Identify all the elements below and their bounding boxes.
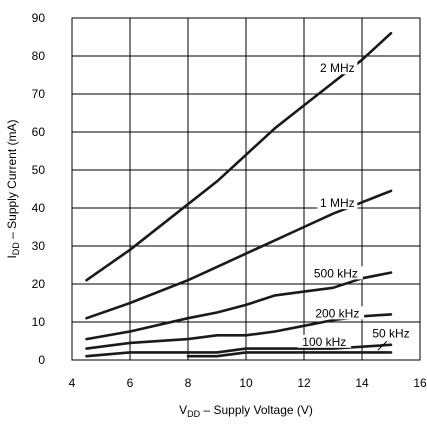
y-tick-label: 60 bbox=[32, 125, 46, 139]
series-line-500-khz bbox=[85, 271, 393, 341]
x-tick-label: 8 bbox=[185, 376, 192, 390]
y-tick-label: 80 bbox=[32, 49, 46, 63]
x-tick-label: 12 bbox=[297, 376, 311, 390]
label-leader-line bbox=[377, 341, 388, 351]
x-axis-title: VDD – Supply Voltage (V) bbox=[179, 403, 313, 419]
x-tick-label: 14 bbox=[355, 376, 369, 390]
y-tick-label: 0 bbox=[38, 353, 45, 367]
series-label-backing bbox=[317, 61, 358, 75]
x-tick-label: 10 bbox=[239, 376, 253, 390]
y-tick-label: 30 bbox=[32, 239, 46, 253]
tick-labels: 4 6 8 10 12 14 16 0 10 20 30 40 50 60 70 80 90 bbox=[32, 11, 427, 390]
x-tick-label: 4 bbox=[69, 376, 76, 390]
y-tick-label: 90 bbox=[32, 11, 46, 25]
series-label-1-mhz: 1 MHz bbox=[320, 196, 355, 210]
series-labels: 2 MHz 1 MHz 500 kHz 200 kHz 100 kHz 50 kHz bbox=[297, 61, 415, 351]
x-tick-label: 6 bbox=[127, 376, 134, 390]
series-line-50-khz bbox=[186, 351, 393, 358]
series-label-200-khz: 200 kHz bbox=[315, 306, 359, 320]
series-label-backing bbox=[367, 326, 415, 340]
series-label-backing bbox=[310, 306, 365, 320]
y-tick-label: 40 bbox=[32, 201, 46, 215]
series-label-100-khz: 100 kHz bbox=[302, 335, 346, 349]
series-label-backing bbox=[297, 334, 352, 348]
y-tick-label: 10 bbox=[32, 315, 46, 329]
y-tick-label: 20 bbox=[32, 277, 46, 291]
series-label-backing bbox=[309, 266, 363, 280]
series-label-backing bbox=[317, 196, 358, 210]
series-label-2-mhz: 2 MHz bbox=[320, 61, 355, 75]
y-axis-title: IDD – Supply Current (mA) bbox=[5, 119, 21, 258]
series-label-500-khz: 500 kHz bbox=[314, 266, 358, 280]
y-tick-label: 50 bbox=[32, 163, 46, 177]
x-tick-label: 16 bbox=[413, 376, 427, 390]
series-label-50-khz: 50 kHz bbox=[372, 326, 409, 340]
plot-frame bbox=[71, 17, 421, 361]
y-tick-label: 70 bbox=[32, 87, 46, 101]
